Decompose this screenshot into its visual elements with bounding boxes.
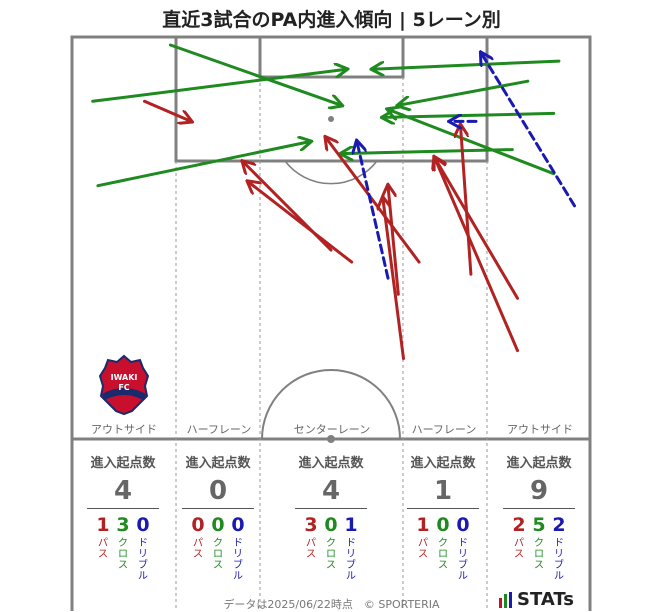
lane-stat-pass-count: 0 [191, 514, 205, 536]
lane-stat-dribble-label: ドリブル [138, 538, 148, 582]
lane-stat-dribble: 0 ドリブル [229, 514, 247, 582]
lane-stat-pass: 3 パス [302, 514, 320, 560]
pass-arrow [435, 158, 519, 353]
cross-arrow [383, 113, 556, 117]
lane-stat-pass-label: パス [98, 538, 108, 560]
lane-stat-rule [295, 508, 367, 509]
lane-stat-pass: 0 パス [189, 514, 207, 560]
lane-label-outside-right: アウトサイド [507, 423, 573, 436]
lane-stat-pass-count: 3 [304, 514, 318, 536]
footer-note: データは2025/06/22時点 © SPORTERIA [223, 598, 440, 611]
pass-arrow [248, 182, 354, 264]
cross-arrow [96, 142, 310, 188]
arrow-layer [91, 43, 576, 361]
lane-stat-cross-count: 0 [211, 514, 225, 536]
pass-arrow [383, 198, 405, 361]
lane-stat-cross-label: クロス [438, 538, 448, 571]
lane-stat-dribble-count: 0 [456, 514, 470, 536]
lane-stat-dribble-count: 0 [231, 514, 245, 536]
lane-stat-heading: 進入起点数 [185, 456, 251, 471]
lane-stat-dribble: 1 ドリブル [342, 514, 360, 582]
lane-stat-cross: 5 クロス [530, 514, 548, 571]
stats-logo-text: STATs [517, 589, 574, 610]
dribble-arrow [357, 142, 390, 280]
cross-arrow [168, 43, 341, 105]
svg-text:FC: FC [118, 383, 129, 392]
lane-stat-rule [503, 508, 575, 509]
lane-stat-cross-label: クロス [326, 538, 336, 571]
lane-stat-pass-label: パス [514, 538, 524, 560]
svg-text:IWAKI: IWAKI [111, 373, 138, 382]
cross-arrow [91, 69, 347, 103]
cross-arrow [372, 59, 561, 69]
pass-arrow [143, 99, 192, 121]
lane-stat-heading: 進入起点数 [298, 456, 364, 471]
penalty-spot [328, 116, 334, 122]
lane-stat-pass-label: パス [193, 538, 203, 560]
lane-stat-cross: 0 クロス [209, 514, 227, 571]
lane-stat-dribble: 0 ドリブル [454, 514, 472, 582]
lane-stat-total: 1 [433, 476, 453, 506]
lane-label-outside-left: アウトサイド [91, 423, 157, 436]
lane-stat-cross-label: クロス [213, 538, 223, 571]
cross-arrow [388, 109, 556, 176]
lane-stat-dribble: 0 ドリブル [134, 514, 152, 582]
chart-title: 直近3試合のPA内進入傾向 | 5レーン別 [162, 9, 501, 31]
lane-stat-pass: 2 パス [510, 514, 528, 560]
lane-stat-total: 0 [208, 476, 228, 506]
lane-stat-total: 9 [529, 476, 549, 506]
lane-stat-rule [87, 508, 159, 509]
stats-logo-icon [499, 592, 512, 608]
lane-stat-cross-count: 0 [324, 514, 338, 536]
lane-stat-dribble-count: 1 [344, 514, 358, 536]
lane-stat-cross-count: 0 [436, 514, 450, 536]
lane-stat-dribble-label: ドリブル [233, 538, 243, 582]
lane-stat-cross: 0 クロス [322, 514, 340, 571]
lane-stat-pass-label: パス [306, 538, 316, 560]
lane-label-halflane-left: ハーフレーン [186, 423, 252, 436]
lane-stat-cross: 0 クロス [434, 514, 452, 571]
lane-stat-rule [407, 508, 479, 509]
lane-stat-pass-count: 2 [512, 514, 526, 536]
lane-stat-dribble-count: 0 [136, 514, 150, 536]
cross-arrow [341, 150, 514, 154]
goal-area [258, 35, 405, 79]
lane-stat-pass-label: パス [418, 538, 428, 560]
lane-stat-dribble: 2 ドリブル [550, 514, 568, 582]
pass-arrow [435, 158, 519, 300]
lane-stat-pass-count: 1 [416, 514, 430, 536]
pass-arrow [461, 125, 473, 276]
lane-stat-cross-count: 3 [116, 514, 130, 536]
club-crest-icon: IWAKI FC [99, 354, 149, 416]
center-circle [261, 369, 401, 440]
dribble-arrow [481, 53, 576, 208]
pass-arrow [326, 138, 421, 264]
lane-stat-pass-count: 1 [96, 514, 110, 536]
lane-stat-cross-label: クロス [534, 538, 544, 571]
lane-stat-cross-label: クロス [118, 538, 128, 571]
lane-stat-cross: 3 クロス [114, 514, 132, 571]
lane-stat-rule [182, 508, 254, 509]
lane-stat-dribble-label: ドリブル [554, 538, 564, 582]
lane-stat-heading: 進入起点数 [90, 456, 156, 471]
lane-stat-dribble-label: ドリブル [346, 538, 356, 582]
lane-stat-pass: 1 パス [414, 514, 432, 560]
lane-stat-pass: 1 パス [94, 514, 112, 560]
penalty-arc [284, 160, 378, 185]
center-spot [327, 435, 335, 443]
lane-stat-total: 4 [113, 476, 133, 506]
cross-arrow [398, 79, 530, 105]
lane-stat-cross-count: 5 [532, 514, 546, 536]
lane-stat-dribble-count: 2 [552, 514, 566, 536]
lane-stat-heading: 進入起点数 [506, 456, 572, 471]
lane-stat-heading: 進入起点数 [410, 456, 476, 471]
stats-logo: STATs [499, 589, 574, 610]
lane-stat-total: 4 [321, 476, 341, 506]
lane-stat-dribble-label: ドリブル [458, 538, 468, 582]
lane-label-center: センターレーン [293, 423, 371, 436]
lane-label-halflane-right: ハーフレーン [411, 423, 477, 436]
